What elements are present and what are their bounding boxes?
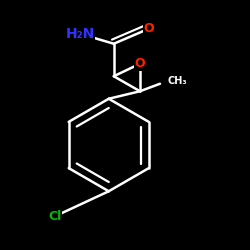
Text: O: O (144, 22, 154, 35)
Text: O: O (135, 57, 145, 70)
Text: H₂N: H₂N (66, 27, 94, 41)
Text: CH₃: CH₃ (168, 76, 187, 86)
Text: Cl: Cl (48, 210, 62, 223)
